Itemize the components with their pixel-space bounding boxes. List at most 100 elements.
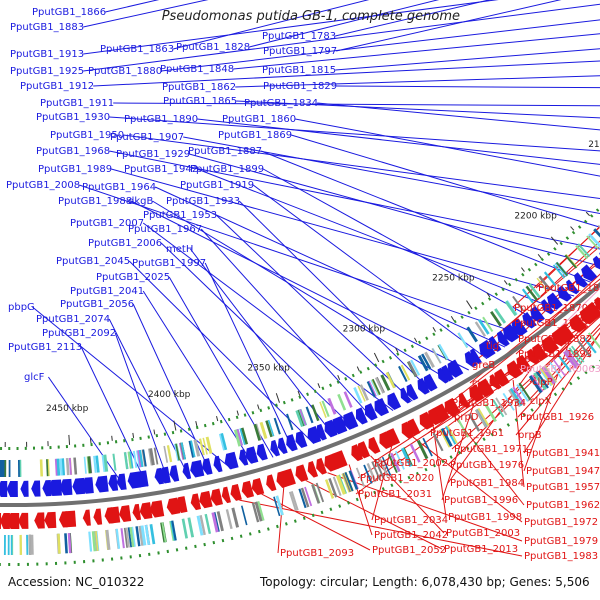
reverse-gene-label: PputGB1_1872 xyxy=(514,318,588,329)
reverse-leader-line xyxy=(441,404,475,501)
reverse-gene-arrow xyxy=(18,512,29,529)
outer-dot-ring xyxy=(415,471,420,476)
inner-dot-ring xyxy=(282,400,286,405)
forward-gene-label: PputGB1_1783 xyxy=(262,31,336,42)
outer-dot-ring xyxy=(212,540,216,545)
scale-tick xyxy=(195,421,198,427)
inner-dot-ring xyxy=(453,319,457,324)
inner-dot-ring xyxy=(374,363,378,367)
inner-feature-strip xyxy=(65,457,70,476)
forward-leader-line xyxy=(262,168,541,323)
scale-tick-label: 2150 kbp xyxy=(588,140,600,150)
outer-feature-strip xyxy=(348,470,359,490)
reverse-gene-arrow xyxy=(276,471,288,488)
reverse-gene-arrow xyxy=(251,477,265,496)
inner-feature-strip xyxy=(371,378,381,395)
reverse-leader-line xyxy=(517,287,600,370)
outer-feature-strip xyxy=(91,531,97,552)
inner-feature-strip xyxy=(259,421,268,440)
reverse-gene-arrow xyxy=(59,511,68,528)
reverse-gene-label: PputGB1_1882 xyxy=(518,334,592,345)
inner-dot-ring xyxy=(336,380,340,384)
forward-gene-label: PputGB1_1863 xyxy=(100,44,174,55)
forward-gene-label: PputGB1_1860 xyxy=(222,114,296,125)
outer-feature-strip xyxy=(533,372,547,391)
reverse-gene-label: PputGB1_1996 xyxy=(444,495,518,506)
reverse-gene-label: PputGB1_2052 xyxy=(372,545,446,556)
forward-gene-label: PputGB1_1911 xyxy=(40,98,114,109)
outer-feature-strip xyxy=(275,495,284,516)
inner-dot-ring xyxy=(410,344,414,349)
reverse-gene-arrow xyxy=(93,508,103,525)
outer-feature-strip xyxy=(324,479,335,499)
inner-feature-strip xyxy=(173,443,180,461)
outer-feature-strip xyxy=(492,399,505,418)
forward-gene-arrow xyxy=(154,467,164,485)
inner-dot-ring xyxy=(321,386,325,391)
outer-feature-strip xyxy=(344,472,354,492)
reverse-gene-label: PputGB1_1861 xyxy=(538,283,600,294)
outer-feature-strip xyxy=(187,517,195,538)
inner-dot-ring xyxy=(432,332,436,337)
forward-gene-arrow xyxy=(423,373,438,392)
outer-dot-ring xyxy=(320,510,324,515)
outer-dot-ring xyxy=(284,522,288,526)
outer-feature-strip xyxy=(311,484,320,504)
reverse-gene-label: PputGB1_1972 xyxy=(524,517,598,528)
outer-feature-strip xyxy=(225,509,233,530)
scale-tick xyxy=(550,236,559,245)
inner-dot-ring xyxy=(553,247,557,251)
outer-feature-strip xyxy=(439,429,451,448)
forward-gene-arrow xyxy=(307,425,322,444)
reverse-gene-label: PputGB1_R0063 xyxy=(520,364,600,375)
scale-tick xyxy=(486,292,491,298)
forward-gene-label: PputGB1_1797 xyxy=(263,46,337,57)
forward-gene-arrow xyxy=(502,324,520,343)
outer-feature-strip xyxy=(484,403,497,423)
scale-tick xyxy=(297,390,301,396)
scale-tick xyxy=(503,280,508,285)
outer-feature-strip xyxy=(387,453,398,474)
inner-feature-strip xyxy=(478,319,490,335)
outer-feature-strip xyxy=(528,375,543,394)
inner-feature-strip xyxy=(142,449,147,467)
inner-dot-ring xyxy=(179,429,183,433)
forward-leader-line xyxy=(336,85,600,89)
inner-feature-strip xyxy=(359,384,369,401)
outer-feature-strip xyxy=(508,388,522,408)
inner-feature-strip xyxy=(93,455,97,473)
inner-feature-strip xyxy=(407,360,418,378)
forward-gene-label: PputGB1_1834 xyxy=(244,98,318,109)
inner-feature-strip xyxy=(123,452,129,470)
reverse-gene-arrow xyxy=(139,502,153,520)
outer-feature-strip xyxy=(540,368,553,386)
scale-tick xyxy=(395,347,399,353)
inner-feature-strip xyxy=(253,423,261,441)
outer-dot-ring xyxy=(398,479,403,484)
forward-gene-arrow xyxy=(245,446,259,464)
outer-dot-ring xyxy=(591,364,596,369)
forward-gene-label: PputGB1_1933 xyxy=(166,196,240,207)
outer-feature-strip xyxy=(535,370,549,389)
reverse-gene-arrow xyxy=(506,360,523,379)
inner-feature-strip xyxy=(424,351,435,368)
outer-feature-strip xyxy=(390,452,401,472)
scale-tick xyxy=(337,374,341,380)
inner-feature-strip xyxy=(521,288,534,304)
outer-dot-ring xyxy=(248,532,252,536)
forward-gene-label: PputGB1_1988 xyxy=(58,196,132,207)
scale-tick xyxy=(432,327,436,332)
forward-gene-label: PputGB1_2006 xyxy=(88,238,162,249)
reverse-leader-line xyxy=(412,436,523,523)
reverse-gene-arrow xyxy=(307,461,319,478)
reverse-gene-arrow xyxy=(241,480,255,499)
forward-gene-label: PputGB1_2074 xyxy=(36,314,110,325)
reverse-gene-arrow xyxy=(295,464,309,482)
outer-feature-strip xyxy=(138,525,144,546)
inner-dot-ring xyxy=(171,430,175,435)
reverse-gene-arrow xyxy=(199,490,213,509)
inner-dot-ring xyxy=(487,297,492,301)
inner-feature-strip xyxy=(588,233,600,248)
outer-dot-ring xyxy=(466,446,470,451)
forward-leader-line xyxy=(291,134,600,228)
